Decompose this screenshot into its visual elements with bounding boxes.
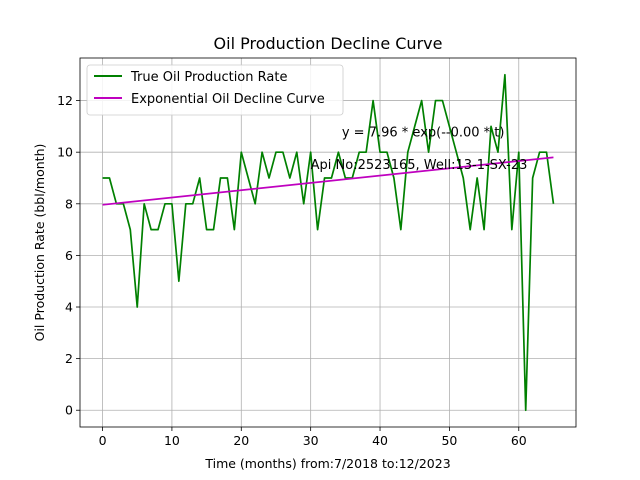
x-tick-label: 40	[372, 433, 388, 448]
annotation-equation: y = 7.96 * exp(--0.00 * t)	[342, 126, 505, 141]
plot-frame	[79, 57, 577, 428]
y-tick-label: 12	[57, 93, 73, 108]
series	[102, 73, 555, 412]
y-tick-label: 10	[57, 145, 73, 160]
chart-title: Oil Production Decline Curve	[214, 34, 443, 53]
y-tick-label: 8	[65, 196, 73, 211]
y-axis-label: Oil Production Rate (bbl/month)	[32, 144, 47, 342]
legend-box	[86, 64, 344, 116]
y-tick-label: 0	[65, 403, 73, 418]
true-rate-line	[102, 73, 555, 412]
legend-label-true-rate: True Oil Production Rate	[130, 70, 287, 85]
annotations: y = 7.96 * exp(--0.00 * t) Api No:2523165…	[311, 126, 528, 173]
x-axis-label: Time (months) from:7/2018 to:12/2023	[204, 456, 450, 471]
y-tick-label: 4	[65, 300, 73, 315]
x-tick-label: 30	[303, 433, 319, 448]
x-tick-label: 50	[441, 433, 457, 448]
x-tick-label: 20	[233, 433, 249, 448]
x-tick-label: 10	[164, 433, 180, 448]
decline-curve-line	[102, 156, 554, 206]
ticks: 0 10 20 30 40 50 60 0 2 4 6 8 10 12	[57, 93, 527, 448]
legend-label-decline-curve: Exponential Oil Decline Curve	[131, 92, 325, 107]
legend: True Oil Production Rate Exponential Oil…	[86, 64, 344, 116]
y-tick-label: 6	[65, 248, 73, 263]
x-tick-label: 0	[99, 433, 107, 448]
annotation-well-id: Api No:2523165, Well:13-1-SX-23	[311, 158, 528, 173]
y-tick-label: 2	[65, 351, 73, 366]
x-tick-label: 60	[511, 433, 527, 448]
